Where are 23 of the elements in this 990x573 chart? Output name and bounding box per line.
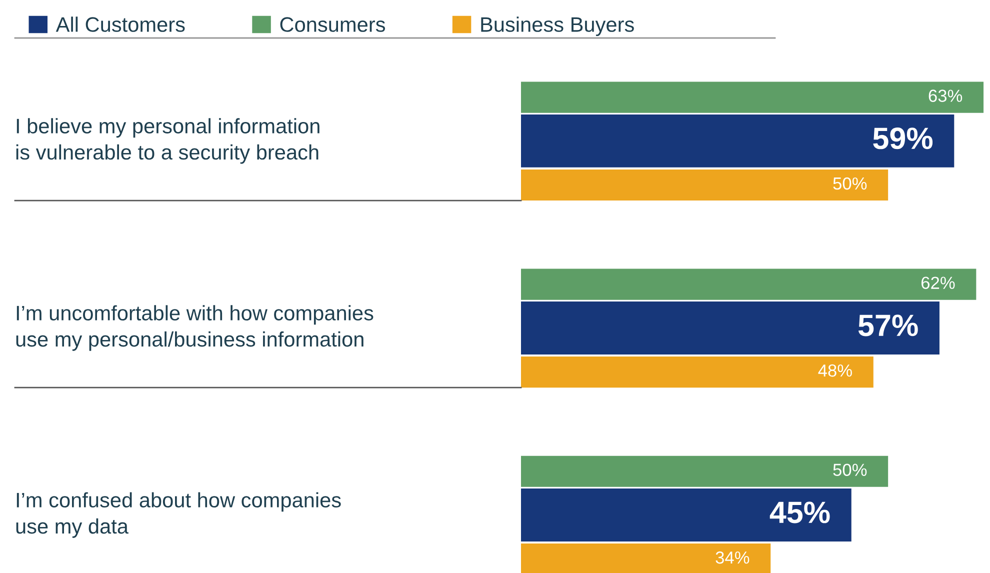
bar [521, 456, 888, 487]
bar [521, 114, 954, 168]
data-label: 50% [833, 464, 867, 476]
data-label: 57% [858, 314, 918, 336]
y-tick-label: I believe my personal information is vulnerable to a security breach [16, 118, 320, 164]
bar [521, 82, 984, 113]
legend-label: Consumers [280, 17, 386, 32]
y-tick-label: I’m uncomfortable with how companies use my personal/business information [16, 305, 374, 351]
data-label: 34% [716, 551, 750, 564]
legend-label: All Customers [56, 16, 185, 32]
data-label: 63% [928, 90, 962, 102]
data-label: 48% [818, 364, 852, 377]
bar [521, 488, 852, 542]
data-label: 45% [770, 502, 830, 524]
bar [521, 302, 940, 354]
data-label: 50% [833, 177, 867, 190]
bar [521, 268, 976, 300]
bar [521, 356, 874, 388]
data-label: 59% [873, 128, 933, 150]
data-label: 62% [922, 276, 955, 289]
bar [521, 169, 888, 201]
y-tick-label: I’m confused about how companies use my data [16, 492, 341, 538]
legend-label: Business Buyers [481, 16, 634, 36]
